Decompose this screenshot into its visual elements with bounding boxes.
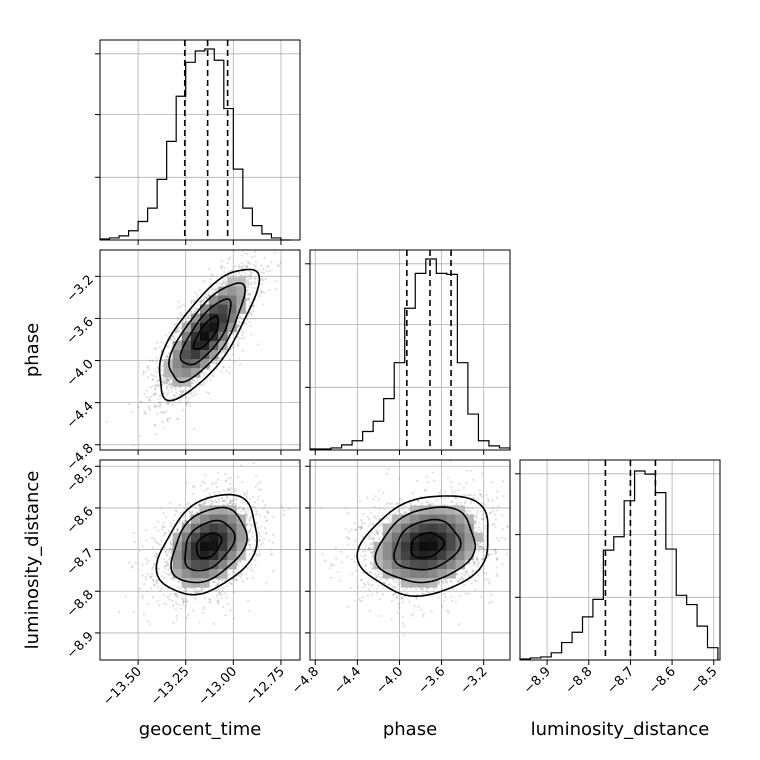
joint-0-ytick-label-1: −4.4 [64, 399, 97, 432]
panels: −8.9 −8.8 −8.7 −8.6 −8.5−4.8−4.4−4.0−3.6−3.2… [64, 39, 721, 709]
contour-geocent_time-phase-1 [179, 298, 232, 366]
hist-panel-geocent_time [95, 39, 301, 245]
contour-phase-luminosity_distance-0 [410, 531, 445, 559]
hist-luminosity_distance-xtick-label-4: −8.5 [688, 664, 721, 697]
joint-1-ytick-label-0: −8.9 [64, 629, 97, 662]
contour-geocent_time-phase-3 [158, 268, 261, 402]
joint-1-ytick-label-3: −8.6 [64, 504, 97, 537]
contour-phase-luminosity_distance-3 [356, 495, 489, 598]
hist-phase-frame [309, 249, 511, 451]
joint-1-xtick-label-3: −12.75 [243, 664, 288, 709]
joint-2-xtick-label-0: −4.8 [289, 664, 322, 697]
xlabel-luminosity-distance: luminosity_distance [531, 719, 710, 740]
contour-geocent_time-luminosity_distance-1 [184, 519, 236, 572]
joint-1-xtick-label-0: −13.50 [100, 664, 145, 709]
hist-step-luminosity_distance [519, 470, 719, 660]
hist-luminosity_distance-xtick-label-1: −8.8 [563, 664, 596, 697]
joint-1-frame [99, 459, 301, 661]
hist-panel-phase [305, 249, 511, 455]
contour-geocent_time-phase-2 [168, 282, 246, 384]
contour-geocent_time-phase-0 [192, 315, 220, 350]
contour-geocent_time-luminosity_distance-0 [195, 532, 223, 559]
ylabel-luminosity-distance: luminosity_distance [22, 471, 43, 650]
hist-luminosity_distance-xtick-label-2: −8.7 [604, 664, 637, 697]
contour-phase-luminosity_distance-2 [374, 506, 477, 584]
hist-step-geocent_time [99, 48, 291, 241]
joint-2-xtick-label-4: −3.2 [458, 664, 491, 697]
joint-2-frame [309, 459, 511, 661]
hist-luminosity_distance-xtick-label-3: −8.6 [646, 664, 679, 697]
joint-0-ytick-label-2: −4.0 [64, 357, 97, 390]
ylabel-phase: phase [22, 323, 43, 377]
joint-panel-geocent_time-phase: −4.8−4.4−4.0−3.6−3.2 [64, 249, 301, 474]
joint-2-xtick-label-1: −4.4 [331, 664, 364, 697]
axis-labels: geocent_time phase luminosity_distance p… [22, 323, 709, 740]
xlabel-geocent-time: geocent_time [139, 719, 262, 740]
contour-phase-luminosity_distance-1 [393, 518, 462, 571]
joint-1-ytick-label-2: −8.7 [64, 546, 97, 579]
joint-1-ytick-label-1: −8.8 [64, 587, 97, 620]
contour-geocent_time-luminosity_distance-3 [155, 493, 258, 596]
joint-0-frame [99, 249, 301, 451]
hist-panel-luminosity_distance: −8.9 −8.8 −8.7 −8.6 −8.5 [515, 459, 721, 697]
joint-2-xtick-label-2: −4.0 [373, 664, 406, 697]
hist-geocent_time-frame [99, 39, 301, 241]
joint-2-xtick-label-3: −3.6 [415, 664, 448, 697]
joint-0-ytick-label-4: −3.2 [64, 273, 97, 306]
joint-0-ytick-label-3: −3.6 [64, 315, 97, 348]
hist-luminosity_distance-frame [519, 459, 721, 661]
joint-1-xtick-label-1: −13.25 [148, 664, 193, 709]
joint-1-xtick-label-2: −13.00 [196, 664, 241, 709]
xlabel-phase: phase [383, 719, 437, 740]
contour-geocent_time-luminosity_distance-2 [170, 506, 248, 584]
hist-luminosity_distance-xtick-label-0: −8.9 [521, 664, 554, 697]
joint-panel-phase-luminosity_distance: −4.8 −4.4 −4.0 −3.6 −3.2 [289, 459, 511, 697]
joint-panel-geocent_time-luminosity_distance: −13.50 −13.25 −13.00 −12.75 −8.9 −8.8 −8.7 −8.6… [64, 459, 301, 709]
hist-step-phase [309, 258, 511, 450]
